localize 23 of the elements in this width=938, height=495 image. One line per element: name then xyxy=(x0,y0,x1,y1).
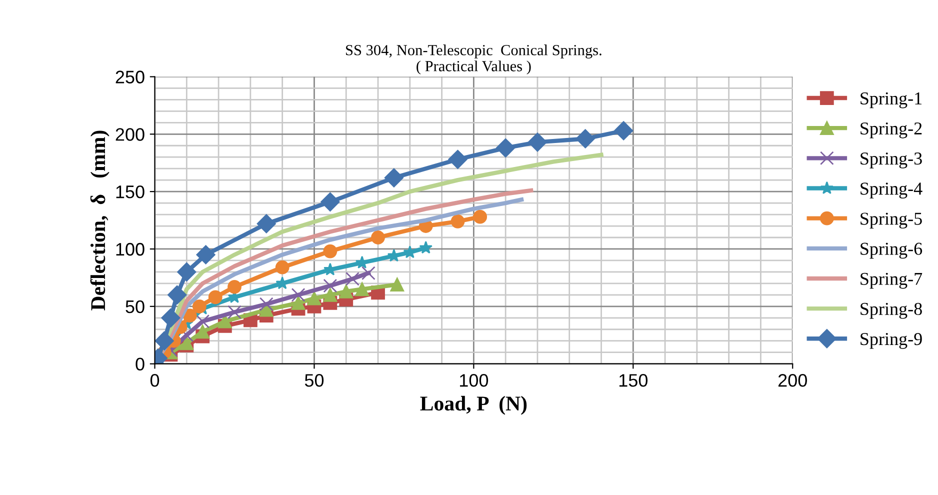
legend-label: Spring-6 xyxy=(860,242,922,259)
legend-label: Spring-8 xyxy=(860,302,922,319)
legend-label: Spring-5 xyxy=(860,212,922,229)
x-tick-label: 0 xyxy=(150,374,160,387)
legend-label: Spring-1 xyxy=(860,92,922,108)
x-tick-label: 200 xyxy=(778,374,807,387)
y-tick-label: 150 xyxy=(116,186,144,198)
legend-label: Spring-4 xyxy=(860,182,922,198)
x-axis-title: Load, P (N) xyxy=(420,396,527,415)
x-tick-label: 150 xyxy=(619,374,648,387)
y-tick-label: 100 xyxy=(116,242,144,256)
legend-label: Spring-3 xyxy=(860,152,922,168)
y-tick-label: 200 xyxy=(116,128,144,141)
y-axis-title: Deflection, δ (mm) xyxy=(90,130,110,310)
y-tick-label: 0 xyxy=(136,358,144,371)
y-tick-label: 50 xyxy=(126,300,144,314)
y-tick-label: 250 xyxy=(116,70,144,84)
legend-label: Spring-7 xyxy=(860,272,922,289)
legend-label: Spring-9 xyxy=(860,332,922,349)
legend-label: Spring-2 xyxy=(860,122,922,138)
x-tick-label: 50 xyxy=(304,374,324,387)
x-tick-label: 100 xyxy=(460,374,488,387)
chart-title: SS 304, Non-Telescopic Conical Springs. ( Practical Values ) xyxy=(346,44,602,74)
